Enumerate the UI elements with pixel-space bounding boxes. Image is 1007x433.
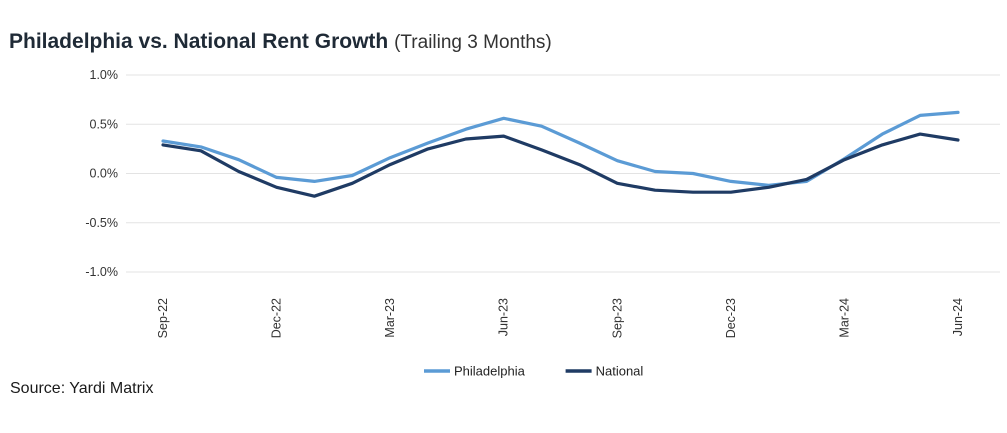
x-tick-label: Dec-22 (270, 298, 284, 338)
x-tick-label: Mar-24 (837, 298, 851, 338)
legend-label: National (596, 364, 644, 379)
x-tick-label: Sep-22 (156, 298, 170, 338)
x-tick-label: Sep-23 (610, 298, 624, 338)
chart-title: Philadelphia vs. National Rent Growth (T… (9, 30, 552, 54)
x-tick-label: Jun-24 (951, 298, 965, 336)
source-note: Source: Yardi Matrix (10, 380, 154, 397)
x-tick-label: Jun-23 (497, 298, 511, 336)
x-tick-label: Dec-23 (724, 298, 738, 338)
legend-label: Philadelphia (454, 364, 526, 379)
y-tick-label: 0.0% (90, 167, 119, 181)
chart-subtitle: (Trailing 3 Months) (394, 32, 552, 53)
y-tick-label: -0.5% (85, 216, 118, 230)
series-line-philadelphia (161, 110, 960, 187)
x-tick-label: Mar-23 (383, 298, 397, 338)
y-tick-label: -1.0% (85, 265, 118, 279)
series-line-national (161, 132, 960, 198)
chart-title-main: Philadelphia vs. National Rent Growth (9, 30, 389, 53)
y-tick-label: 0.5% (90, 117, 119, 131)
y-tick-label: 1.0% (90, 68, 119, 82)
line-chart: 1.0% 0.5% 0.0% -0.5% -1.0% Sep-22 Dec-22 Mar-23… (85, 68, 1000, 379)
